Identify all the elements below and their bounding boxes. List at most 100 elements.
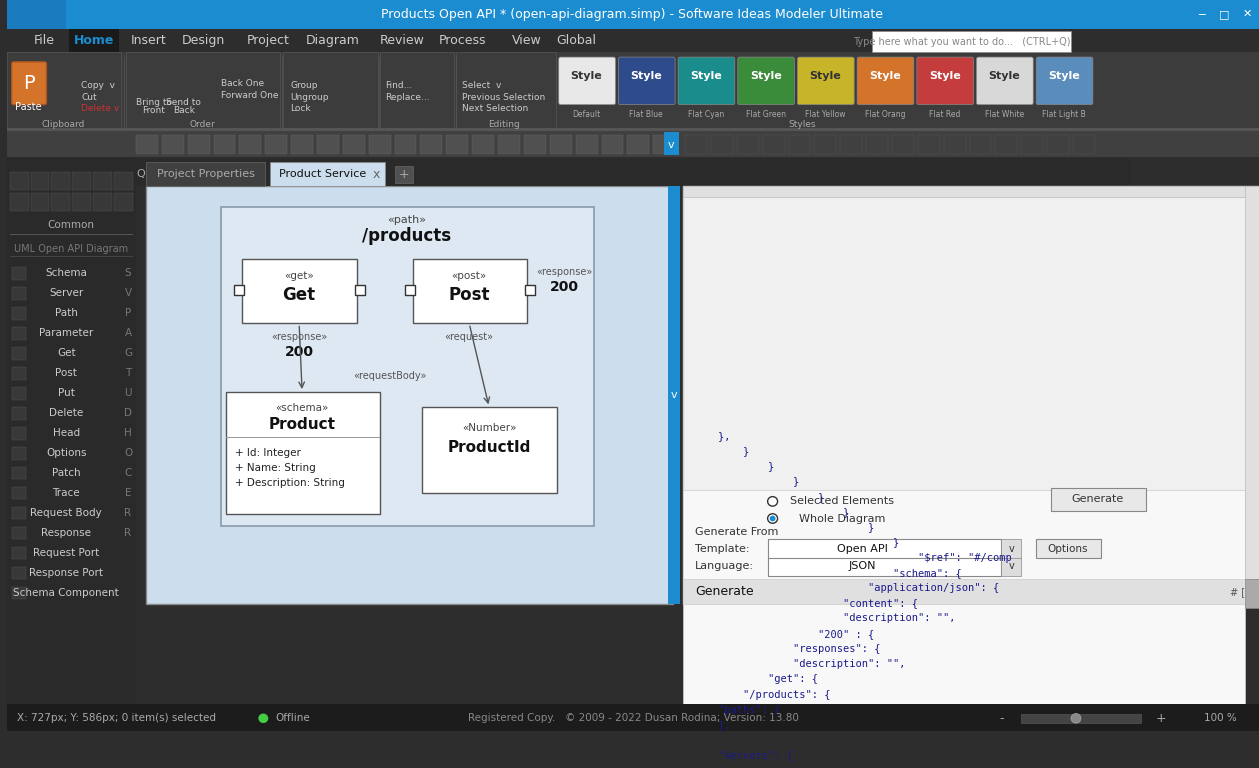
Text: Offline: Offline	[276, 713, 310, 723]
Bar	[918, 135, 939, 154]
Bar	[11, 387, 25, 399]
Bar	[6, 0, 1259, 28]
Bar	[355, 286, 365, 295]
Bar	[653, 135, 675, 154]
Bar	[1047, 135, 1069, 154]
Text: Put: Put	[58, 388, 74, 398]
Text: -: -	[1000, 712, 1003, 725]
Bar	[342, 135, 365, 154]
Text: Style: Style	[810, 71, 841, 81]
Text: Generate: Generate	[1071, 495, 1124, 505]
Bar	[763, 135, 784, 154]
Bar	[684, 579, 1259, 604]
Text: Insert: Insert	[131, 35, 166, 48]
Text: "description": "",: "description": "",	[692, 659, 905, 669]
FancyBboxPatch shape	[857, 57, 914, 104]
Bar	[11, 307, 25, 319]
Bar	[11, 447, 25, 459]
Text: Style: Style	[750, 71, 782, 81]
Text: Generate From: Generate From	[695, 527, 778, 537]
Text: File: File	[34, 35, 55, 48]
Bar	[665, 132, 679, 155]
Bar	[220, 207, 593, 526]
Bar	[575, 135, 598, 154]
Bar	[447, 135, 468, 154]
Bar	[1001, 539, 1021, 558]
Text: Parameter: Parameter	[39, 328, 93, 338]
Text: Open API: Open API	[837, 544, 888, 554]
Bar	[394, 166, 413, 183]
Text: «response»: «response»	[536, 267, 593, 277]
Bar	[815, 135, 836, 154]
Text: v: v	[671, 390, 677, 400]
Bar	[944, 135, 966, 154]
Text: Product Service: Product Service	[279, 169, 366, 179]
Text: + Name: String: + Name: String	[235, 463, 316, 473]
Text: },: },	[692, 766, 730, 768]
Bar	[840, 135, 862, 154]
Bar	[1073, 135, 1095, 154]
Text: «path»: «path»	[387, 215, 426, 225]
Text: JSON: JSON	[849, 561, 876, 571]
Text: «request»: «request»	[444, 332, 494, 342]
Text: "application/json": {: "application/json": {	[692, 583, 1000, 593]
Text: «schema»: «schema»	[276, 403, 329, 413]
Bar	[684, 186, 1245, 197]
Text: 200: 200	[550, 280, 579, 294]
Bar	[52, 193, 71, 211]
Text: Get: Get	[57, 348, 76, 358]
Text: Back: Back	[172, 106, 195, 115]
Text: Flat White: Flat White	[985, 110, 1024, 119]
Circle shape	[768, 497, 778, 506]
Bar	[225, 392, 380, 514]
Text: Flat Light B: Flat Light B	[1042, 110, 1087, 119]
Text: Lock: Lock	[290, 104, 311, 113]
Text: Path: Path	[55, 308, 78, 318]
Bar	[684, 490, 1245, 768]
Text: V: V	[125, 288, 132, 298]
Bar	[10, 172, 29, 190]
Text: C: C	[125, 468, 132, 478]
Bar	[380, 52, 454, 128]
Text: Style: Style	[690, 71, 721, 81]
Text: Whole Diagram: Whole Diagram	[799, 514, 885, 524]
Text: Styles: Styles	[788, 120, 816, 129]
Text: Next Selection: Next Selection	[462, 104, 529, 113]
Bar	[421, 135, 442, 154]
FancyBboxPatch shape	[1036, 57, 1093, 104]
Bar	[891, 135, 914, 154]
FancyBboxPatch shape	[977, 57, 1034, 104]
Text: }: }	[692, 538, 899, 548]
FancyBboxPatch shape	[679, 57, 735, 104]
Bar	[11, 487, 25, 499]
Bar	[11, 527, 25, 539]
Text: □: □	[1219, 9, 1230, 19]
Text: R: R	[125, 528, 132, 538]
Text: Flat Green: Flat Green	[745, 110, 786, 119]
FancyBboxPatch shape	[11, 62, 47, 104]
Text: Product: Product	[268, 417, 336, 432]
Text: "200" : {: "200" : {	[692, 629, 874, 639]
Text: "paths": {: "paths": {	[692, 705, 781, 715]
Bar	[214, 135, 235, 154]
Text: D: D	[125, 408, 132, 418]
Circle shape	[769, 515, 776, 521]
Bar	[413, 259, 528, 323]
Bar	[456, 52, 555, 128]
Text: Project: Project	[247, 35, 290, 48]
Text: Previous Selection: Previous Selection	[462, 92, 545, 101]
Text: "servers": [: "servers": [	[692, 750, 793, 760]
Text: "schema": {: "schema": {	[692, 568, 962, 578]
Bar	[162, 135, 184, 154]
Text: Products Open API * (open-api-diagram.simp) - Software Ideas Modeler Ultimate: Products Open API * (open-api-diagram.si…	[381, 8, 884, 21]
Bar	[684, 186, 1259, 604]
Bar	[271, 162, 385, 186]
Text: Front: Front	[142, 106, 165, 115]
Bar	[472, 135, 494, 154]
Bar	[1236, 0, 1259, 28]
Text: Forward One: Forward One	[220, 91, 278, 100]
Bar	[11, 507, 25, 519]
Text: Response: Response	[42, 528, 92, 538]
Text: }: }	[692, 522, 874, 532]
Circle shape	[1071, 713, 1081, 723]
